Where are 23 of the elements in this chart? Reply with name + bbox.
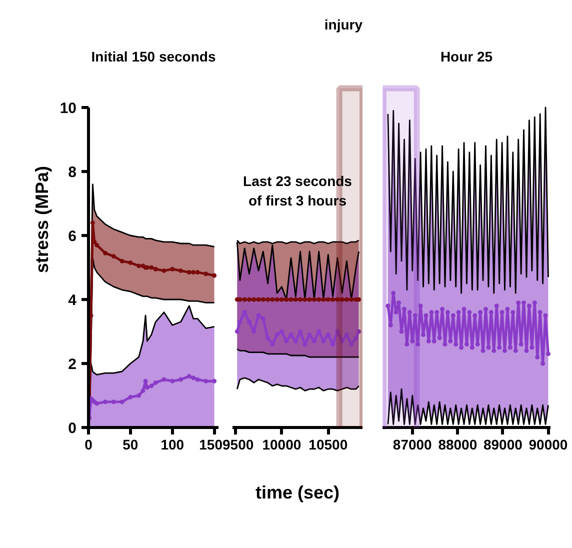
y-tick-label: 10 — [60, 100, 77, 117]
y-tick-label: 6 — [68, 228, 76, 245]
x-tick-label: 10000 — [262, 436, 302, 452]
x-tick-label: 10500 — [308, 436, 348, 452]
text: injury — [324, 16, 363, 32]
x-tick-label: 50 — [122, 436, 138, 452]
y-axis-title: stress (MPa) — [32, 166, 52, 274]
text: Initial 150 seconds — [91, 48, 216, 64]
annotation: Last 23 seconds of first 3 hours — [243, 173, 352, 208]
y-tick-label: 0 — [68, 420, 76, 437]
x-tick-label: 150 — [199, 436, 223, 452]
x-axis-title: time (sec) — [255, 482, 340, 502]
x-tick-label: 100 — [160, 436, 184, 452]
x-tick-label: 89000 — [483, 436, 523, 452]
text: Hour 25 — [440, 48, 493, 64]
y-tick-label: 8 — [68, 164, 76, 181]
y-tick-label: 4 — [68, 292, 78, 309]
x-tick-label: 90000 — [528, 436, 568, 452]
x-tick-label: 9500 — [222, 436, 254, 452]
y-tick-label: 2 — [68, 356, 76, 373]
x-tick-label: 88000 — [438, 436, 478, 452]
x-tick-label: 0 — [84, 436, 93, 452]
x-tick-label: 87000 — [392, 436, 432, 452]
